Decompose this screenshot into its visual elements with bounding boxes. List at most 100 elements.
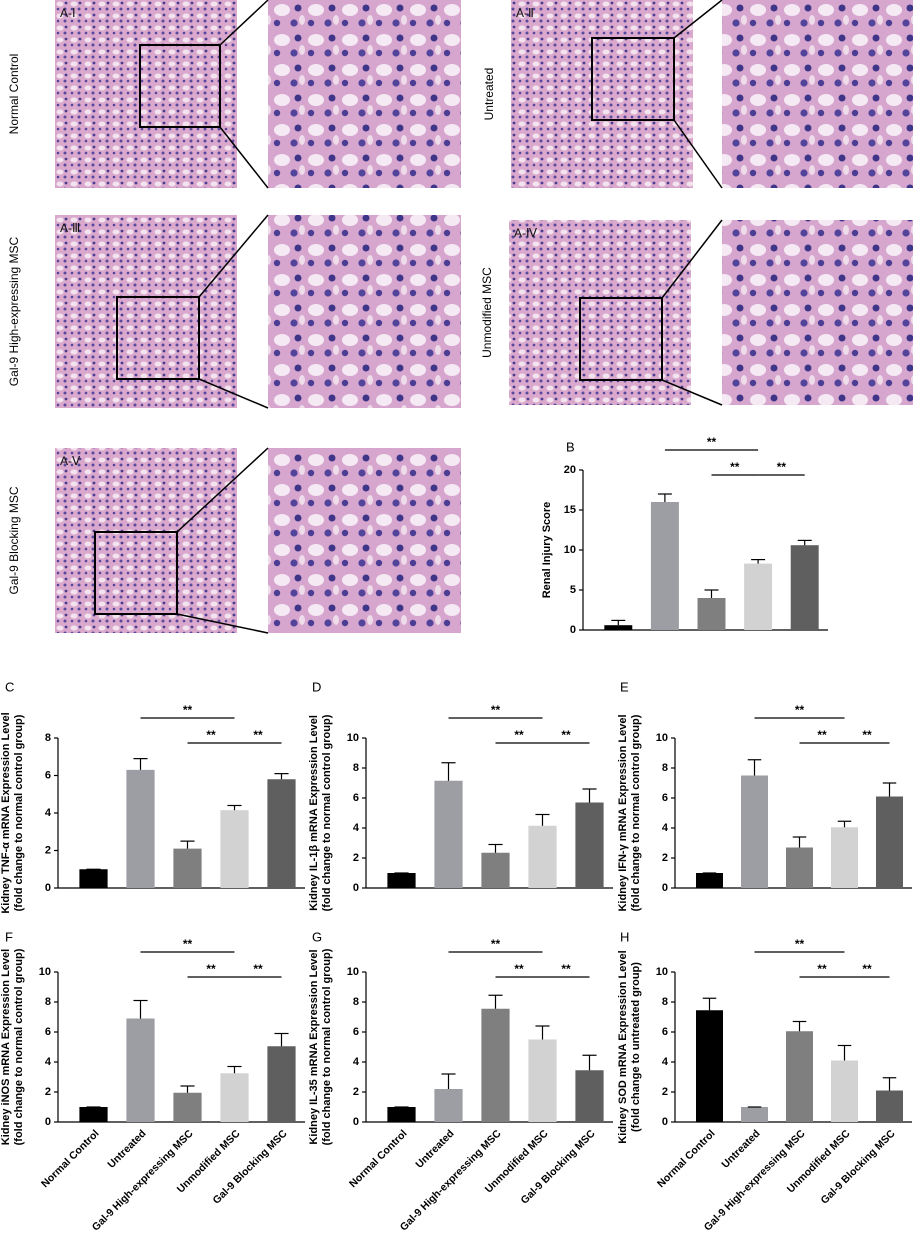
y-tick-label: 10 [39, 966, 51, 978]
y-tick-label: 2 [45, 1086, 51, 1098]
zoom-line [176, 613, 269, 634]
bar [650, 502, 679, 630]
bar [697, 598, 726, 630]
significance-label: ** [730, 460, 740, 474]
zoom-line [198, 378, 269, 409]
zoom-box [139, 44, 221, 128]
y-tick-label: 2 [45, 844, 51, 856]
y-tick-label: 4 [662, 1056, 669, 1068]
micrograph [511, 0, 693, 188]
significance-label: ** [183, 937, 193, 951]
panel-letter: E [620, 679, 629, 694]
y-tick-label: 15 [564, 504, 576, 516]
panel-label: A-Ⅰ [60, 6, 76, 20]
micrograph-zoom [722, 220, 913, 405]
y-tick-label: 6 [353, 1026, 359, 1038]
panel-label: A-Ⅲ [60, 221, 80, 235]
x-tick-label: Normal Control [39, 1128, 102, 1191]
y-axis-label: Renal Injury Score [541, 502, 553, 599]
micrograph [55, 0, 237, 188]
panel-letter: D [312, 679, 321, 694]
group-label: Unmodified MSC [480, 267, 494, 358]
bar [220, 1073, 249, 1122]
significance-label: ** [777, 460, 787, 474]
panel-letter: C [5, 679, 14, 694]
significance-label: ** [862, 728, 872, 742]
bar [575, 802, 604, 888]
y-axis-label: Kidney iNOS mRNA Expression Level [0, 949, 12, 1145]
y-tick-label: 2 [353, 1086, 359, 1098]
panel-letter: F [5, 929, 13, 944]
y-tick-label: 10 [347, 732, 359, 744]
y-tick-label: 8 [662, 996, 668, 1008]
y-tick-label: 4 [45, 1056, 52, 1068]
bar [876, 796, 903, 888]
zoom-box [591, 37, 675, 121]
bar [173, 1092, 202, 1122]
zoom-box [116, 296, 200, 380]
panel-label: A-Ⅱ [516, 6, 534, 20]
significance-label: ** [253, 728, 263, 742]
zoom-line [176, 447, 269, 533]
bar [741, 1107, 768, 1122]
micrograph [509, 220, 691, 405]
micrograph [55, 448, 237, 633]
significance-label: ** [561, 962, 571, 976]
bar [696, 1010, 723, 1122]
y-tick-label: 10 [564, 544, 576, 556]
significance-label: ** [862, 962, 872, 976]
bar [528, 825, 557, 888]
significance-label: ** [817, 728, 827, 742]
x-tick-label: Untreated [413, 1128, 456, 1171]
significance-label: ** [206, 962, 216, 976]
x-tick-label: Normal Control [347, 1128, 410, 1191]
bar [481, 1008, 510, 1122]
y-axis-label: Kidney TNF-α mRNA Expression Level [0, 712, 12, 913]
zoom-line [198, 214, 269, 298]
y-tick-label: 2 [662, 1086, 668, 1098]
bar [220, 810, 249, 888]
y-tick-label: 4 [353, 822, 360, 834]
bar [528, 1039, 557, 1122]
y-tick-label: 6 [353, 792, 359, 804]
y-tick-label: 0 [45, 882, 51, 894]
y-tick-label: 8 [662, 762, 668, 774]
y-tick-label: 8 [353, 762, 359, 774]
panel-letter: G [312, 929, 322, 944]
bar [267, 779, 296, 888]
y-tick-label: 5 [570, 584, 576, 596]
y-tick-label: 0 [353, 882, 359, 894]
x-tick-label: Untreated [719, 1128, 762, 1171]
y-tick-label: 8 [353, 996, 359, 1008]
zoom-line [661, 219, 723, 299]
y-tick-label: 10 [656, 732, 668, 744]
y-axis-label: (fold change to normal control group) [13, 948, 25, 1145]
y-axis-label: (fold change to normal control group) [13, 714, 25, 911]
bar [434, 780, 463, 888]
y-axis-label: Kidney IL-1β mRNA Expression Level [308, 715, 320, 911]
y-axis-label: (fold change to untreated group) [630, 962, 642, 1132]
y-tick-label: 0 [662, 1116, 668, 1128]
y-tick-label: 4 [353, 1056, 360, 1068]
zoom-box [579, 297, 663, 381]
y-tick-label: 6 [45, 769, 51, 781]
significance-label: ** [183, 703, 193, 717]
significance-label: ** [491, 937, 501, 951]
y-axis-label: (fold change to normal control group) [630, 714, 642, 911]
micrograph-zoom [268, 215, 461, 408]
significance-label: ** [707, 435, 717, 449]
zoom-line [219, 126, 269, 189]
y-tick-label: 6 [662, 792, 668, 804]
x-tick-label: Gal-9 Blocking MSC [819, 1127, 898, 1206]
y-tick-label: 6 [662, 1026, 668, 1038]
panel-letter: B [566, 439, 575, 454]
bar [173, 848, 202, 888]
y-tick-label: 10 [347, 966, 359, 978]
y-axis-label: (fold change to normal control group) [321, 714, 333, 911]
y-tick-label: 0 [570, 624, 576, 636]
bar [79, 1107, 108, 1122]
y-tick-label: 8 [45, 732, 51, 744]
group-label: Normal Control [7, 54, 21, 135]
y-tick-label: 2 [353, 852, 359, 864]
